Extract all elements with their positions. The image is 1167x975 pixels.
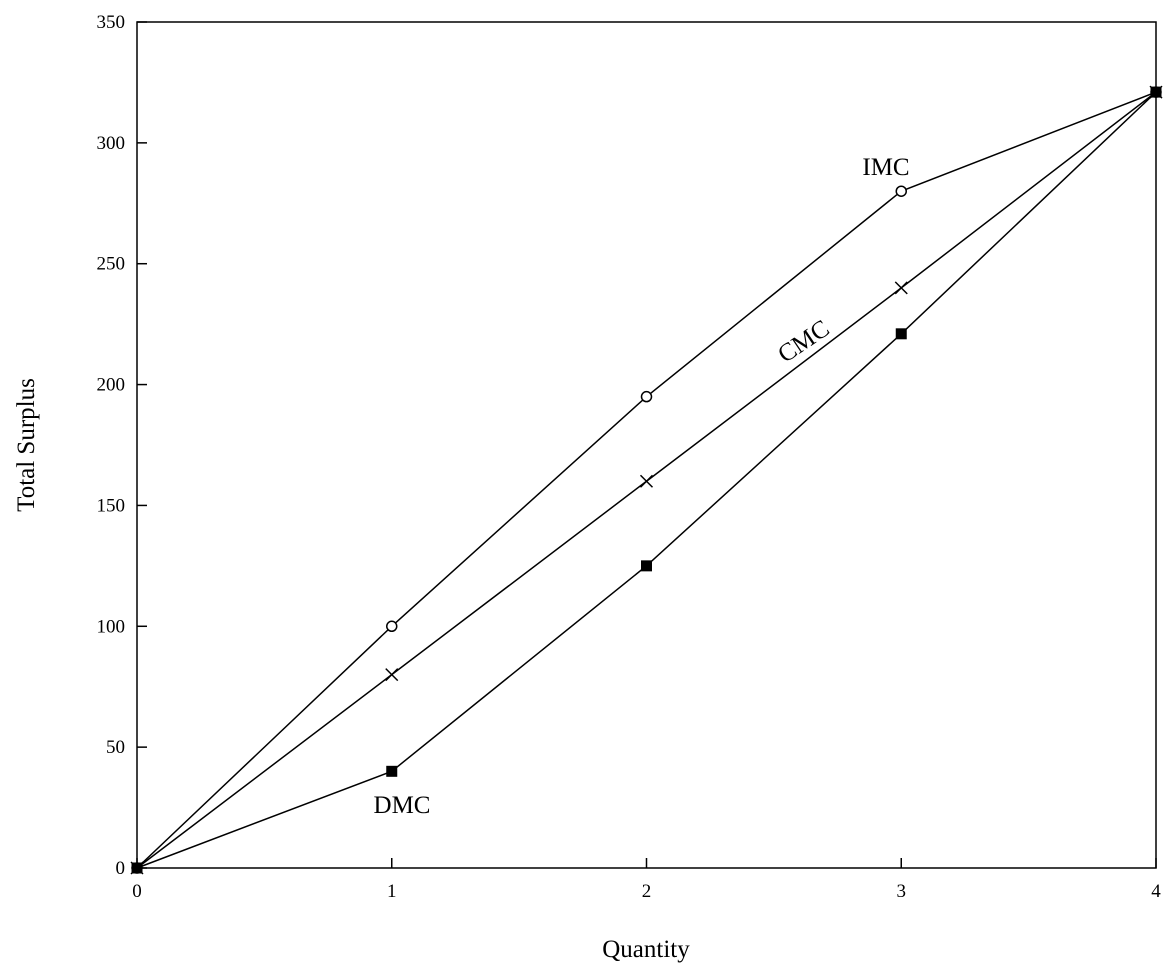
y-tick-label: 350 bbox=[97, 12, 126, 33]
data-point-dmc bbox=[1151, 87, 1162, 98]
series-label-dmc: DMC bbox=[374, 792, 431, 819]
x-tick-label: 3 bbox=[897, 881, 907, 902]
x-axis-ticks: 0 1 2 3 4 bbox=[132, 858, 1161, 902]
data-point-dmc bbox=[132, 863, 143, 874]
series-layer bbox=[131, 86, 1162, 874]
data-point-dmc bbox=[896, 328, 907, 339]
y-tick-label: 300 bbox=[97, 133, 126, 154]
x-tick-label: 1 bbox=[387, 881, 397, 902]
data-point-imc bbox=[642, 392, 652, 402]
x-tick-label: 0 bbox=[132, 881, 142, 902]
x-tick-label: 2 bbox=[642, 881, 652, 902]
x-axis-title: Quantity bbox=[602, 936, 690, 963]
x-tick-label: 4 bbox=[1151, 881, 1161, 902]
data-point-imc bbox=[387, 621, 397, 631]
series-label-cmc: CMC bbox=[773, 315, 834, 368]
data-point-dmc bbox=[386, 766, 397, 777]
y-tick-label: 100 bbox=[97, 616, 126, 637]
y-tick-label: 250 bbox=[97, 254, 126, 275]
data-point-dmc bbox=[641, 560, 652, 571]
y-tick-label: 0 bbox=[116, 858, 126, 879]
y-tick-label: 50 bbox=[106, 737, 125, 758]
data-point-cmc bbox=[895, 282, 907, 294]
series-line-cmc bbox=[137, 92, 1156, 868]
data-point-cmc bbox=[386, 669, 398, 681]
y-tick-label: 200 bbox=[97, 375, 126, 396]
y-tick-label: 150 bbox=[97, 495, 126, 516]
series-label-imc: IMC bbox=[862, 154, 909, 181]
y-axis-ticks: 0 50 100 150 200 250 300 350 bbox=[97, 12, 148, 879]
data-point-imc bbox=[896, 186, 906, 196]
plot-frame bbox=[137, 22, 1156, 868]
y-axis-title: Total Surplus bbox=[13, 378, 40, 512]
data-point-cmc bbox=[641, 475, 653, 487]
